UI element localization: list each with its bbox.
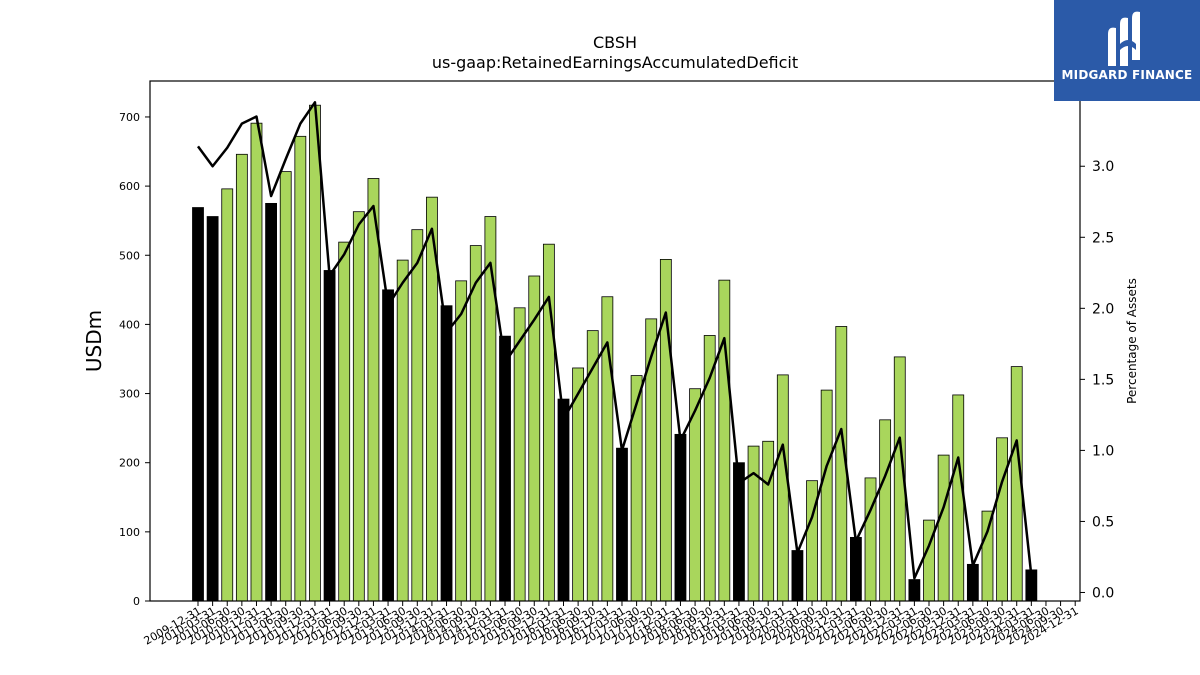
bar — [294, 135, 307, 602]
y-tick-label: 400 — [119, 318, 140, 331]
bar — [499, 335, 511, 602]
bar — [718, 279, 731, 602]
y-tick-label: 600 — [119, 180, 140, 193]
bar — [221, 188, 234, 602]
y2-tick-label: 1.5 — [1092, 372, 1114, 388]
bar — [455, 280, 468, 602]
y2-axis-label: Percentage of Assets — [1125, 278, 1139, 404]
y2-tick-label: 0.0 — [1092, 585, 1114, 601]
bar — [850, 536, 862, 602]
bar — [674, 433, 687, 602]
percentage-line — [196, 101, 1033, 580]
plot-frame — [149, 80, 1081, 602]
bar — [484, 216, 497, 602]
bar — [747, 445, 760, 602]
bar — [411, 229, 424, 602]
bar — [952, 394, 965, 602]
bar — [250, 122, 263, 602]
bar — [572, 367, 585, 602]
bar — [791, 550, 804, 602]
bar — [557, 398, 570, 602]
logo-mark-icon — [1108, 11, 1140, 67]
bar — [776, 374, 789, 602]
bar — [338, 241, 351, 602]
bar — [996, 437, 1008, 602]
bar — [352, 211, 365, 602]
bar — [513, 307, 526, 602]
y-tick-label: 300 — [119, 388, 140, 401]
bar — [323, 270, 336, 602]
bar — [206, 216, 219, 602]
bar — [440, 305, 453, 602]
bar — [192, 207, 204, 602]
y-tick-label: 500 — [119, 249, 140, 262]
y2-tick-label: 2.5 — [1092, 230, 1114, 246]
bar — [396, 259, 409, 602]
y2-tick-label: 2.0 — [1092, 301, 1114, 317]
bar — [586, 330, 599, 602]
bar — [864, 477, 877, 602]
bar — [820, 389, 833, 602]
chart-title: CBSH — [593, 33, 637, 52]
bar — [762, 440, 775, 602]
bar — [630, 375, 643, 602]
chart-subtitle: us-gaap:RetainedEarningsAccumulatedDefic… — [432, 53, 798, 72]
bar — [309, 104, 321, 602]
bar — [469, 245, 482, 602]
y-tick-label: 200 — [119, 457, 140, 470]
bar — [265, 202, 278, 602]
logo-text: MIDGARD FINANCE — [1061, 68, 1193, 82]
bar — [659, 258, 672, 602]
bar — [966, 563, 979, 602]
bar — [908, 579, 921, 602]
y-tick-label: 0 — [133, 595, 140, 608]
bar — [367, 178, 380, 602]
y-tick-label: 700 — [119, 111, 140, 124]
y2-tick-label: 3.0 — [1092, 159, 1114, 175]
bar — [616, 447, 628, 602]
brand-logo: MIDGARD FINANCE — [1054, 0, 1200, 101]
bar — [645, 318, 658, 602]
bar — [879, 419, 892, 602]
y-axis-label: USDm — [82, 310, 106, 372]
bar — [235, 153, 248, 602]
bar — [279, 171, 292, 602]
y2-tick-label: 0.5 — [1092, 514, 1114, 530]
bar — [806, 480, 818, 602]
y2-tick-label: 1.0 — [1092, 443, 1114, 459]
bar — [937, 454, 950, 602]
bar — [382, 289, 394, 602]
y-tick-label: 100 — [119, 526, 140, 539]
bar — [981, 510, 994, 602]
